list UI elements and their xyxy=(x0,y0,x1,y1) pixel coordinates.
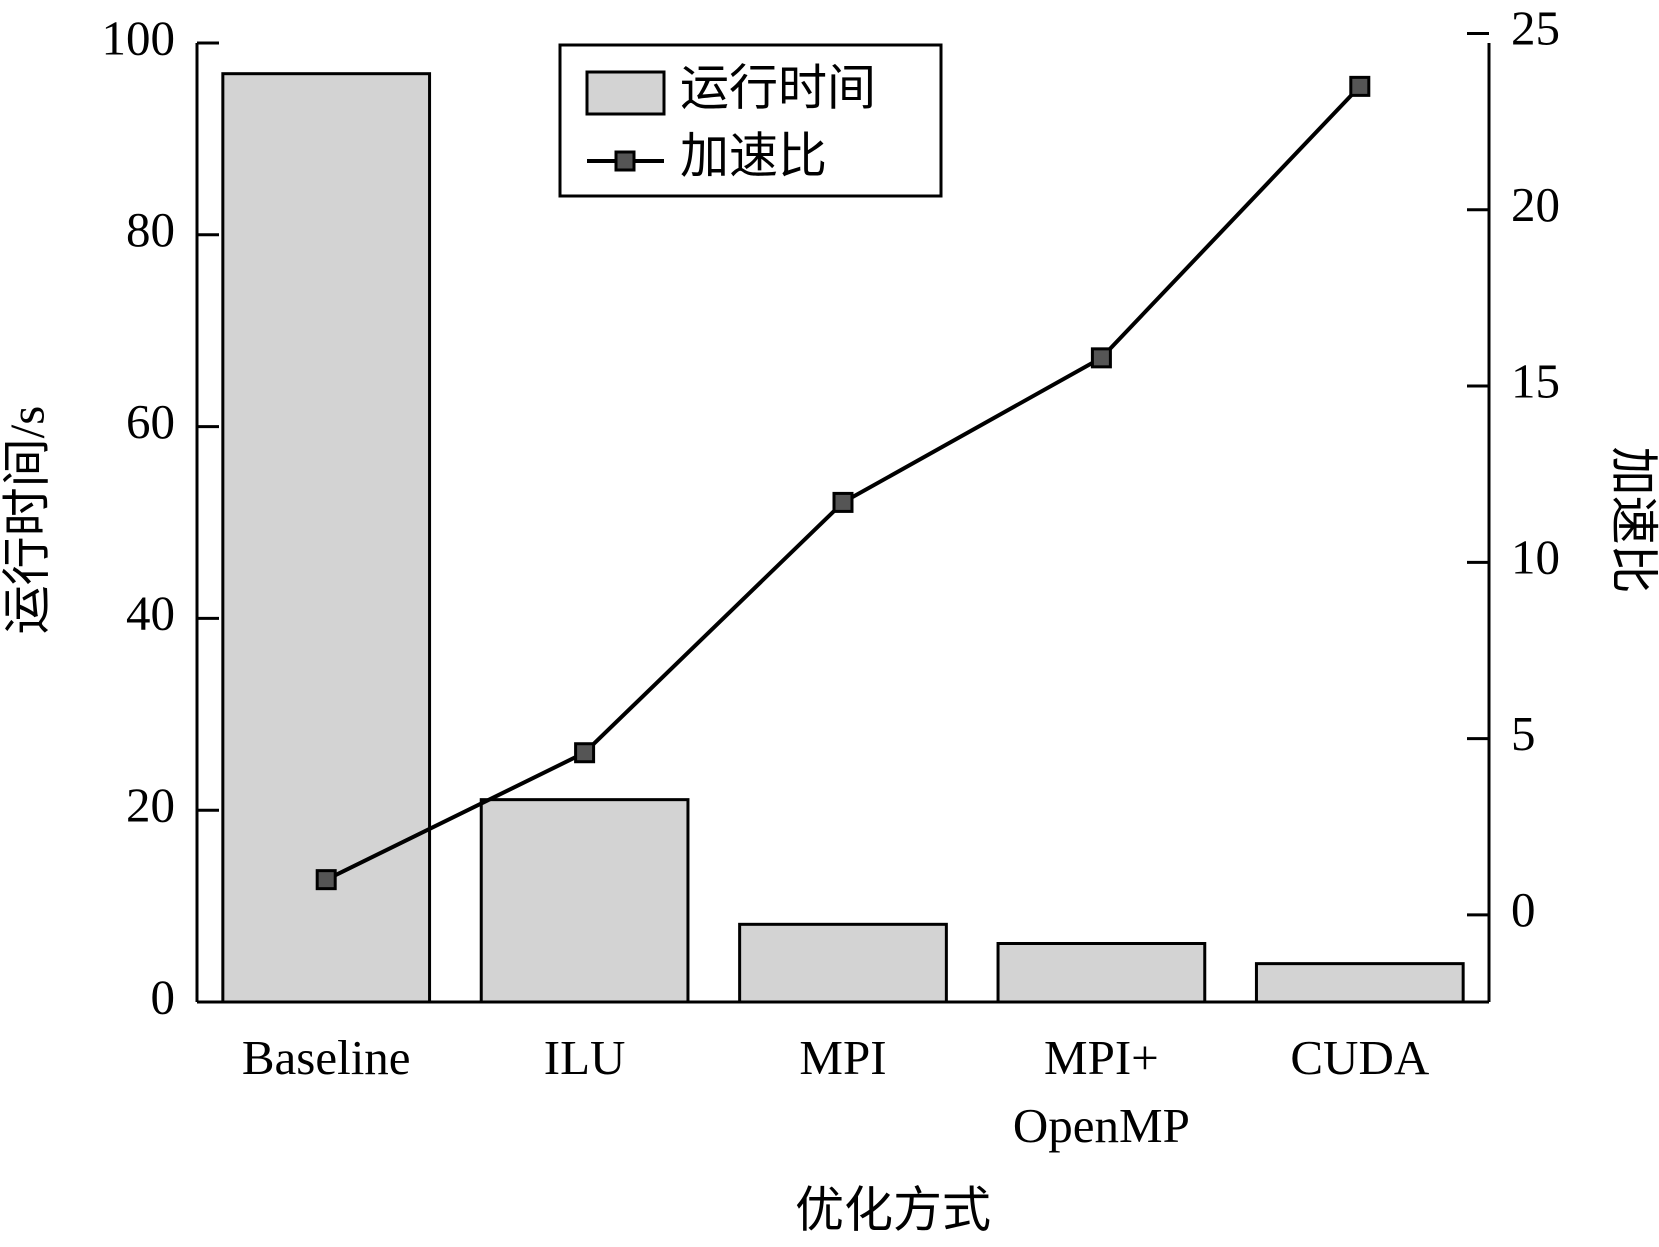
x-tick-label: CUDA xyxy=(1290,1030,1429,1085)
y-tick-label: 100 xyxy=(102,10,176,65)
bar xyxy=(1254,962,1465,1004)
legend-swatch xyxy=(614,150,636,172)
y-tick-label: 0 xyxy=(151,969,176,1024)
bar xyxy=(479,798,690,1004)
x-tick-label: ILU xyxy=(544,1030,626,1085)
y2-tick-label: 0 xyxy=(1511,882,1536,937)
legend-swatch xyxy=(585,70,666,116)
y2-axis-label: 加速比 xyxy=(1606,446,1659,593)
bar xyxy=(738,922,948,1004)
x-tick-label: MPI+ OpenMP xyxy=(1013,1030,1190,1153)
y2-tick-label: 20 xyxy=(1511,177,1560,232)
legend-label: 运行时间 xyxy=(680,60,876,115)
x-axis-label: 优化方式 xyxy=(795,1182,991,1237)
y-tick-label: 80 xyxy=(126,202,175,257)
line xyxy=(325,84,1362,882)
y-tick-label: 40 xyxy=(126,586,175,641)
y-tick-label: 20 xyxy=(126,777,175,832)
y2-tick-label: 10 xyxy=(1511,530,1560,585)
y2-tick-label: 15 xyxy=(1511,353,1560,408)
line-marker xyxy=(574,742,596,764)
bar xyxy=(996,942,1207,1004)
x-tick-label: Baseline xyxy=(242,1030,411,1085)
y2-tick-label: 25 xyxy=(1511,1,1560,56)
y-tick-label: 60 xyxy=(126,394,175,449)
legend-label: 加速比 xyxy=(680,128,827,183)
line-marker xyxy=(1349,75,1371,97)
line-marker xyxy=(1090,347,1112,369)
x-tick-label: MPI xyxy=(799,1030,886,1085)
bar xyxy=(221,72,432,1004)
line-marker xyxy=(832,491,854,513)
line-marker xyxy=(315,869,337,891)
y-axis-label: 运行时间/s xyxy=(0,406,54,635)
y2-tick-label: 5 xyxy=(1511,706,1536,761)
